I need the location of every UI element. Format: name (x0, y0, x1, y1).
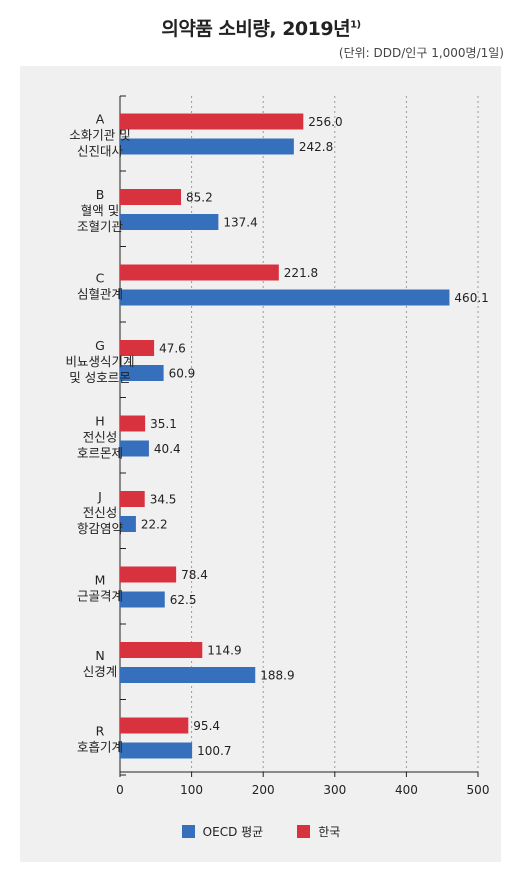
bar-oecd-J (120, 516, 136, 532)
bar-label-oecd-N: 188.9 (260, 669, 294, 683)
unit-label: (단위: DDD/인구 1,000명/1일) (338, 46, 504, 60)
bar-oecd-B (120, 214, 219, 230)
bar-korea-J (120, 491, 145, 507)
category-label-G-line-2: 및 성호르몬 (69, 370, 130, 385)
category-label-N-line-0: N (95, 648, 104, 663)
bar-label-korea-C: 221.8 (284, 266, 318, 280)
x-tick-label-400: 400 (395, 783, 418, 797)
bar-oecd-G (120, 365, 164, 381)
legend: OECD 평균 한국 (0, 823, 522, 840)
title-footnote-mark: 1) (350, 19, 361, 31)
bar-label-korea-G: 47.6 (159, 342, 186, 356)
bar-label-korea-A: 256.0 (308, 115, 342, 129)
bar-korea-M (120, 566, 177, 583)
category-label-H-line-1: 전신성 (83, 430, 118, 445)
bar-label-oecd-A: 242.8 (299, 140, 333, 154)
chart-panel (20, 66, 501, 862)
bar-korea-R (120, 717, 189, 734)
category-label-J-line-1: 전신성 (83, 505, 118, 520)
bar-label-oecd-H: 40.4 (154, 442, 181, 456)
bar-label-korea-M: 78.4 (181, 568, 208, 582)
category-label-R-line-0: R (96, 724, 105, 739)
bar-label-oecd-M: 62.5 (170, 593, 197, 607)
category-label-J-line-2: 항감염약 (77, 521, 124, 536)
x-tick-label-0: 0 (116, 783, 124, 797)
bar-oecd-A (120, 138, 294, 155)
category-label-M-line-0: M (95, 573, 106, 588)
category-label-H-line-2: 호르몬제 (77, 446, 123, 461)
bar-oecd-N (120, 667, 256, 683)
category-label-J-line-0: J (97, 489, 102, 504)
category-label-B-line-2: 조혈기관 (77, 219, 124, 234)
bar-label-oecd-R: 100.7 (197, 744, 231, 758)
bar-oecd-M (120, 591, 165, 608)
x-tick-label-100: 100 (180, 783, 203, 797)
category-label-N-line-1: 신경계 (83, 664, 118, 679)
bar-label-korea-H: 35.1 (150, 417, 177, 431)
x-tick-label-500: 500 (467, 783, 490, 797)
bar-korea-C (120, 264, 279, 281)
bar-label-oecd-J: 22.2 (141, 518, 168, 532)
category-label-B-line-1: 혈액 및 (81, 203, 119, 218)
category-label-C-line-0: C (96, 271, 105, 286)
category-label-H-line-0: H (95, 414, 104, 429)
bar-korea-H (120, 415, 146, 432)
bar-label-oecd-C: 460.1 (454, 291, 488, 305)
chart-title: 의약품 소비량, 2019년1) (0, 14, 522, 41)
bar-korea-N (120, 642, 203, 658)
legend-label-korea: 한국 (318, 825, 341, 839)
legend-item-oecd: OECD 평균 (181, 823, 264, 840)
bar-korea-B (120, 189, 182, 205)
category-label-G-line-0: G (95, 338, 105, 353)
legend-item-korea: 한국 (297, 823, 340, 840)
category-label-A-line-0: A (96, 112, 105, 127)
legend-swatch-korea (297, 825, 311, 838)
bar-label-korea-R: 95.4 (193, 719, 220, 733)
bar-label-oecd-G: 60.9 (169, 367, 196, 381)
x-tick-label-300: 300 (323, 783, 346, 797)
x-tick-label-200: 200 (252, 783, 275, 797)
bar-label-korea-J: 34.5 (150, 493, 177, 507)
category-label-G-line-1: 비뇨생식기계 (65, 354, 134, 369)
category-label-A-line-1: 소화기관 및 (69, 128, 130, 143)
category-label-C-line-1: 심혈관계 (77, 287, 123, 302)
category-label-A-line-2: 신진대사 (77, 144, 124, 159)
legend-swatch-oecd (181, 825, 195, 838)
bar-oecd-H (120, 440, 149, 457)
chart-title-text: 의약품 소비량, 2019년 (161, 18, 351, 40)
bar-oecd-R (120, 742, 193, 759)
category-label-R-line-1: 호흡기계 (77, 740, 123, 755)
bar-korea-G (120, 340, 155, 356)
bar-label-korea-N: 114.9 (207, 644, 241, 658)
bar-label-oecd-B: 137.4 (223, 216, 257, 230)
bar-korea-A (120, 113, 304, 130)
legend-label-oecd: OECD 평균 (202, 825, 264, 839)
category-label-B-line-0: B (96, 187, 105, 202)
bar-label-korea-B: 85.2 (186, 191, 213, 205)
bar-oecd-C (120, 289, 450, 306)
category-label-M-line-1: 근골격계 (77, 589, 123, 604)
